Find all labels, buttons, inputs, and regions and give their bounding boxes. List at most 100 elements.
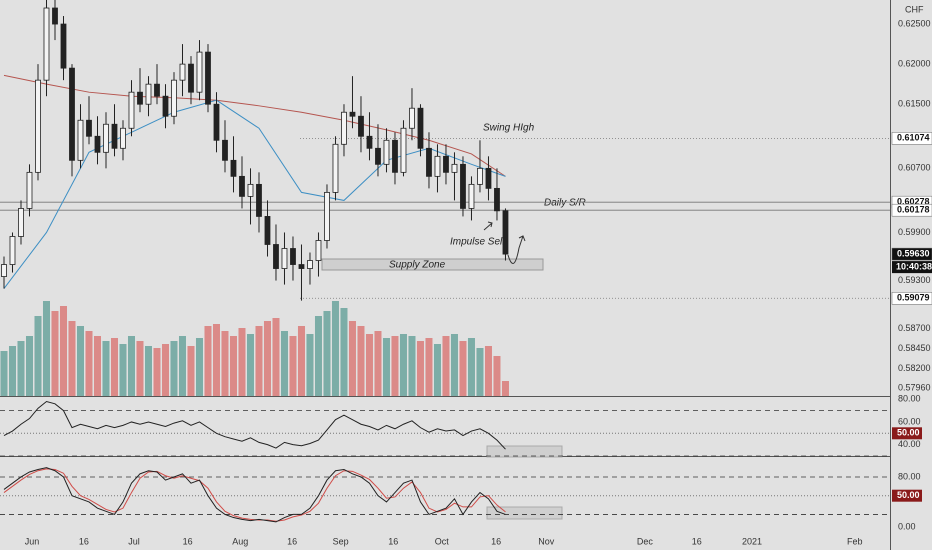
x-tick-label: Dec <box>637 536 654 546</box>
volume-bar <box>331 301 339 396</box>
candle-body <box>315 240 322 261</box>
candle-body <box>86 119 92 137</box>
candle-body <box>77 119 84 161</box>
volume-bar <box>450 334 458 396</box>
volume-bar <box>374 331 382 396</box>
candle-body <box>111 123 118 149</box>
y-tick-label: 0.60700 <box>898 163 931 173</box>
annotation: Swing HIgh <box>483 123 535 134</box>
volume-bar <box>323 311 331 396</box>
candle-body <box>426 147 432 177</box>
x-tick-label: Sep <box>333 536 349 546</box>
candle-body <box>128 91 135 129</box>
candle-body <box>239 175 245 197</box>
candle-body <box>443 155 449 173</box>
stoch-zone <box>486 506 563 520</box>
x-tick-label: Jul <box>128 536 140 546</box>
oscillator-line <box>3 467 506 523</box>
volume-bar <box>0 351 8 396</box>
x-tick-label: 16 <box>287 536 297 546</box>
candle-body <box>375 147 381 165</box>
volume-bar <box>297 326 305 396</box>
y-tick-label: 0.62000 <box>898 59 931 69</box>
volume-bar <box>476 348 484 396</box>
level-label: 0.59079 <box>897 293 930 303</box>
level-label-box <box>891 247 932 261</box>
volume-bar <box>467 338 475 396</box>
level-label: 0.60278 <box>897 197 930 207</box>
annotation: Impulse Sell <box>450 237 505 248</box>
volume-bar <box>238 328 246 396</box>
volume-bar <box>306 334 314 396</box>
y-tick-label: 80.00 <box>898 471 921 481</box>
candle-body <box>485 167 492 189</box>
volume-bar <box>501 381 509 396</box>
candle-body <box>273 244 279 269</box>
candle-body <box>383 139 390 165</box>
y-tick-label: 60.00 <box>898 416 921 426</box>
candle-body <box>1 264 7 277</box>
countdown-box <box>892 261 932 274</box>
volume-bar <box>246 334 254 396</box>
x-tick-label: Nov <box>538 536 555 546</box>
candle-body <box>341 111 347 145</box>
candle-body <box>230 159 237 177</box>
candle-body <box>307 260 313 269</box>
y-tick-label: 0.57960 <box>898 382 931 392</box>
candle-body <box>103 123 109 153</box>
layout <box>0 0 891 550</box>
volume-bar <box>153 348 161 396</box>
volume-bar <box>204 326 212 396</box>
x-tick-label: 16 <box>491 536 501 546</box>
volume-bar <box>68 321 76 396</box>
volume-bar <box>178 336 186 396</box>
candle-body <box>502 210 509 255</box>
oscillator-line <box>3 400 506 450</box>
volume-bar <box>348 321 356 396</box>
volume-bar <box>76 326 84 396</box>
volume-bar <box>433 344 441 396</box>
x-tick-label: 16 <box>183 536 193 546</box>
volume-bar <box>34 316 42 396</box>
x-tick-label: Jun <box>25 536 40 546</box>
candle-body <box>460 163 466 209</box>
candle-body <box>434 155 441 177</box>
volume-bar <box>340 308 348 396</box>
candle-body <box>256 183 262 217</box>
annotation: Supply Zone <box>389 260 446 271</box>
candle-body <box>43 7 50 81</box>
candle-body <box>9 236 16 265</box>
volume-bar <box>102 341 110 396</box>
y-tick-label: 40.00 <box>898 439 921 449</box>
countdown: 10:40:38 <box>896 261 932 271</box>
volume-bar <box>93 336 101 396</box>
candle-body <box>162 95 169 117</box>
candle-body <box>171 79 177 117</box>
currency: CHF <box>905 4 924 14</box>
candle-body <box>205 51 211 105</box>
volume-bar <box>127 336 135 396</box>
volume-bar <box>399 334 407 396</box>
volume-bar <box>263 321 271 396</box>
volume-bar <box>85 331 93 396</box>
candle-body <box>35 79 41 173</box>
x-tick-label: 2021 <box>742 536 762 546</box>
volume-bar <box>391 336 399 396</box>
volume-bar <box>272 318 280 396</box>
volume-bar <box>144 346 152 396</box>
volume-bar <box>314 316 322 396</box>
volume-bar <box>255 326 263 396</box>
y-tick-label: 0.58200 <box>898 363 931 373</box>
candle-body <box>409 107 415 129</box>
volume-bar <box>357 326 365 396</box>
level-label-box <box>891 132 932 145</box>
candle-body <box>196 51 203 93</box>
volume-bar <box>110 338 118 396</box>
mid-label: 50.00 <box>897 490 920 500</box>
candle-body <box>477 167 483 185</box>
volume-bar <box>459 341 467 396</box>
candle-body <box>26 171 33 209</box>
candle-body <box>468 183 475 209</box>
volume-bar <box>365 334 373 396</box>
level-label-box <box>891 203 932 217</box>
